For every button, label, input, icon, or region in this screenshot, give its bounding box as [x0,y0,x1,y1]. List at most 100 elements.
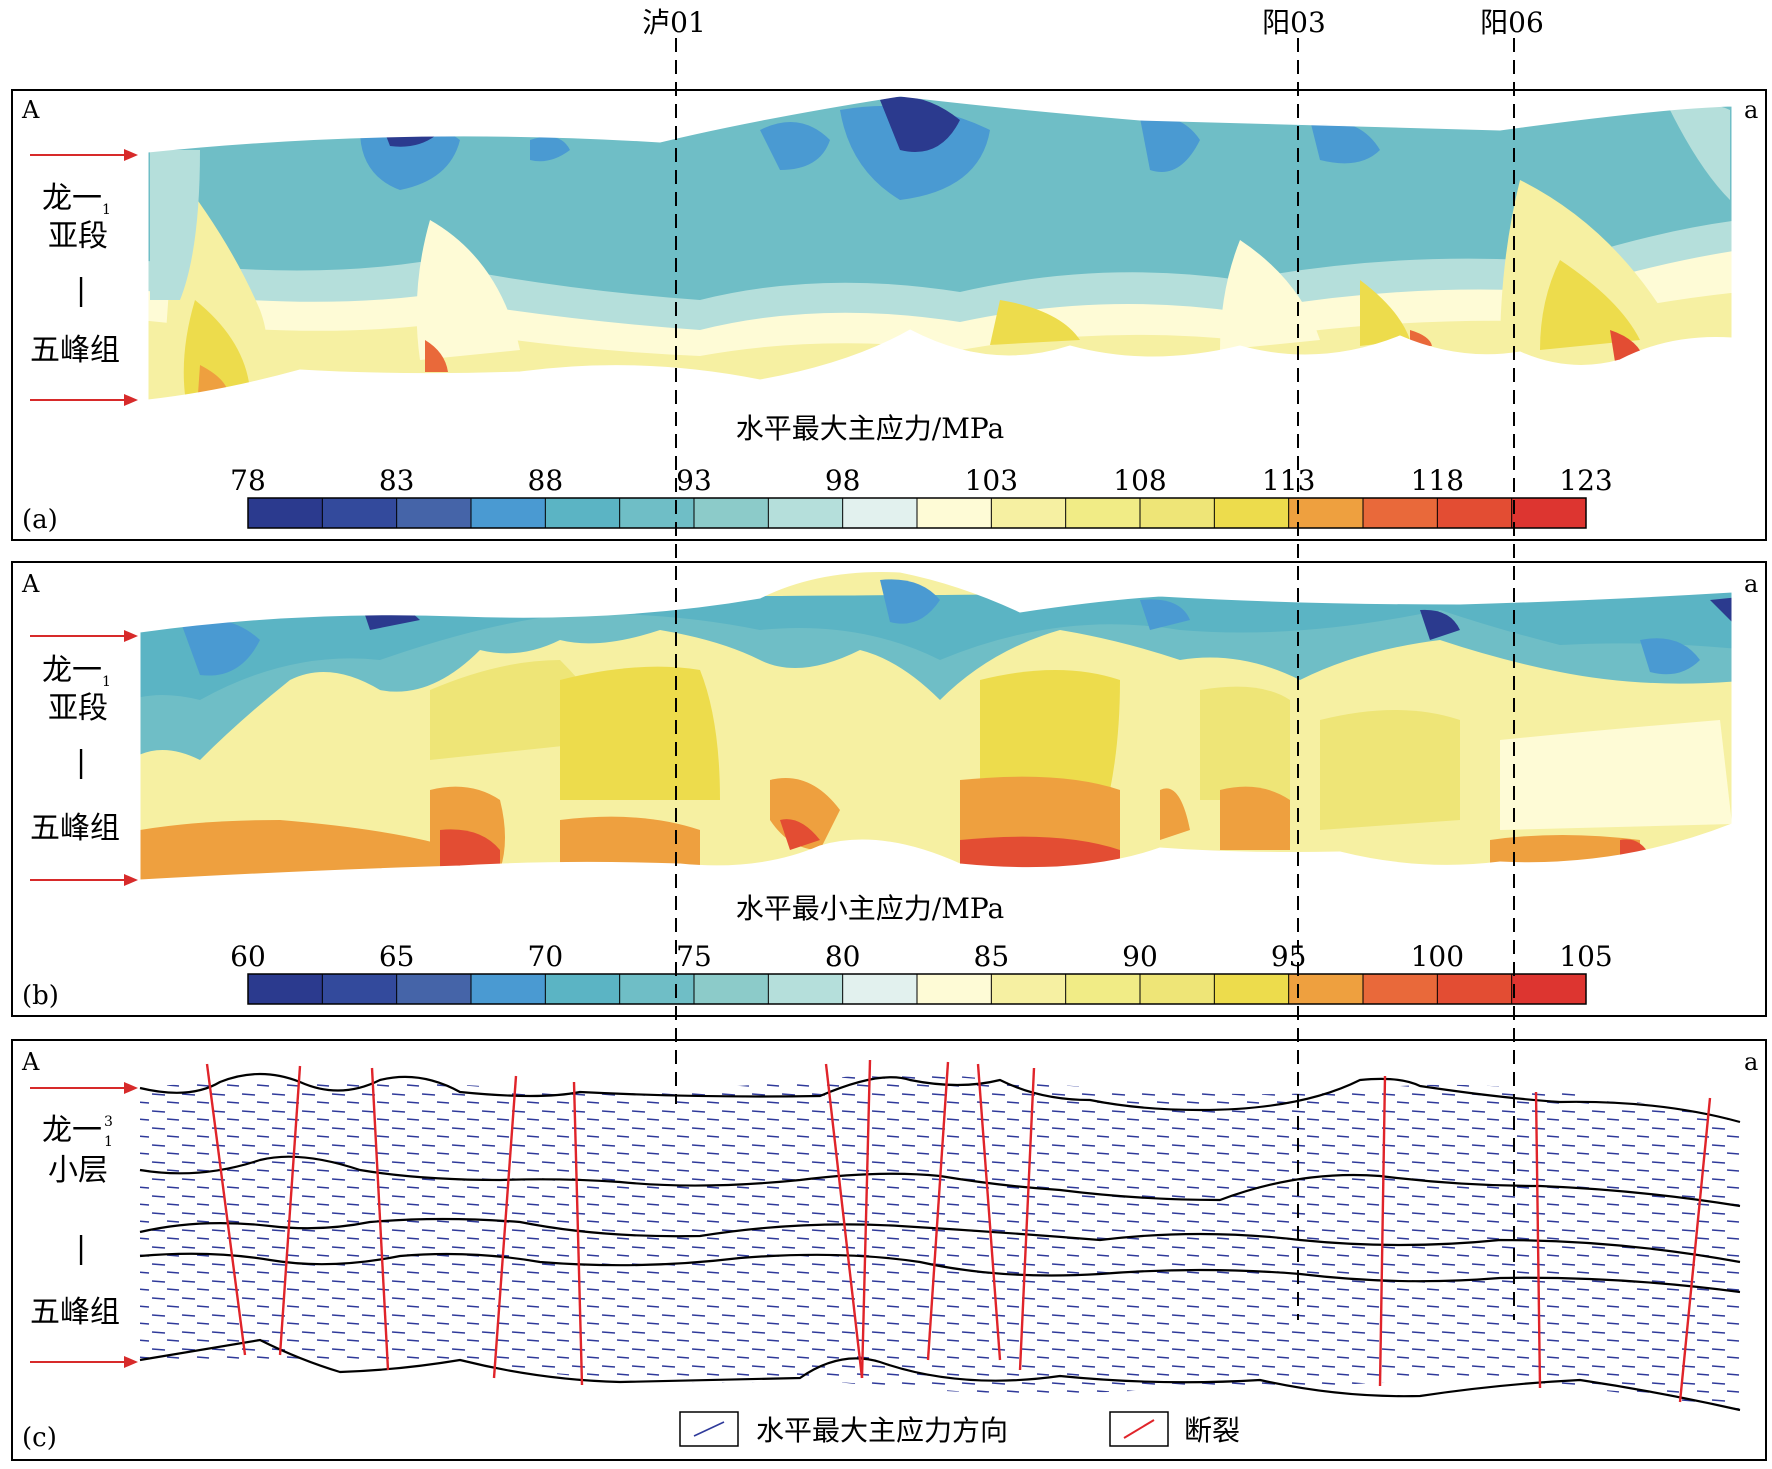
colorbar-tick-label: 88 [528,464,564,497]
horizon-lines [139,1072,1741,1412]
panel-b: A a 龙一 1 亚段 | 五峰组 水平最小主应力/MPa 60 65 70 75 80… [11,561,1767,1017]
well-label-yang03: 阳03 [1262,6,1326,39]
colorbar-swatch [1140,498,1215,528]
colorbar-swatch [1437,498,1513,528]
corner-right-a: a [1744,96,1758,124]
arrows-b [30,630,138,886]
colorbar-frame [247,973,1587,1005]
side-label-bottom-b: 五峰组 [30,811,120,846]
colorbar-b: 60 65 70 75 80 85 90 95 100 105 [230,940,1613,1005]
well-label-yang06: 阳06 [1480,6,1544,39]
colorbar-tick-label: 80 [825,940,861,973]
side-label-top-a: 龙一 [42,181,102,216]
side-label-dash-a: | [76,273,86,308]
legend-fault: 断裂 [1184,1414,1240,1447]
colorbar-swatch [248,498,323,528]
colorbar-swatch [1065,974,1141,1004]
colorbar-tick-label: 90 [1122,940,1158,973]
colorbar-swatch [471,974,546,1004]
colorbar-swatch [1065,498,1141,528]
arrows-a [30,149,138,406]
colorbar-tick-label: 103 [965,464,1018,497]
stress-direction-field [140,1070,1740,1410]
panel-a: A a 龙一 1 亚段 | 五峰组 水平最大主应力/MPa 78 83 88 93 98… [11,89,1767,541]
side-label-dash-c: | [76,1231,86,1266]
colorbar-swatch [1214,498,1290,528]
colorbar-swatch [1214,974,1290,1004]
well-markers [675,38,1515,1320]
colorbar-swatch [1288,974,1364,1004]
colorbar-tick-label: 95 [1271,940,1307,973]
panel-tag-b: (b) [22,981,59,1011]
colorbar-swatch [1437,974,1513,1004]
colorbar-swatch [248,974,323,1004]
colorbar-tick-label: 105 [1559,940,1612,973]
legend: 水平最大主应力方向 断裂 [679,1411,1240,1447]
colorbar-tick-label: 113 [1262,464,1315,497]
faults [205,1059,1712,1403]
colorbar-a: 78 83 88 93 98 103 108 113 118 123 [230,464,1613,529]
panel-c: A a 龙一 3 1 小层 | 五峰组 水平最大主应力方向 断裂 (c) [11,1039,1767,1461]
colorbar-tick-label: 93 [676,464,712,497]
corner-left-b: A [21,570,40,598]
corner-left-a: A [21,96,40,124]
corner-left-c: A [21,1048,40,1076]
stress-max-section [148,96,1732,400]
colorbar-tick-label: 70 [528,940,564,973]
colorbar-swatch [545,498,621,528]
colorbar-swatch [768,498,844,528]
colorbar-swatch [322,498,398,528]
colorbar-tick-label: 65 [379,940,415,973]
colorbar-tick-label: 83 [379,464,415,497]
side-label-top-c: 龙一 [42,1113,102,1148]
colorbar-tick-label: 60 [230,940,266,973]
colorbar-swatch [1140,974,1215,1004]
colorbar-swatch [1511,974,1587,1004]
colorbar-swatch [768,974,844,1004]
colorbar-swatch [917,974,992,1004]
colorbar-tick-label: 78 [230,464,266,497]
side-label-bottom-c: 五峰组 [30,1295,120,1330]
side-label-top-b: 龙一 [42,653,102,688]
colorbar-swatch [694,974,769,1004]
legend-stress-direction: 水平最大主应力方向 [756,1414,1008,1447]
side-label-sub-c: 1 [104,1134,113,1150]
colorbar-swatch [396,974,472,1004]
colorbar-tick-label: 75 [676,940,712,973]
colorbar-swatch [1511,498,1587,528]
side-label-sup-c: 3 [104,1114,113,1130]
colorbar-swatch [471,498,546,528]
colorbar-title-a: 水平最大主应力/MPa [736,412,1004,445]
colorbar-title-b: 水平最小主应力/MPa [736,892,1004,925]
colorbar-swatch [1363,974,1438,1004]
colorbar-tick-label: 85 [974,940,1010,973]
side-label-line2-a: 亚段 [48,219,108,254]
colorbar-swatch [917,498,992,528]
well-label-lu01: 泸01 [642,6,706,39]
colorbar-tick-label: 118 [1411,464,1464,497]
colorbar-swatch [396,498,472,528]
colorbar-swatch [545,974,621,1004]
colorbar-tick-label: 98 [825,464,861,497]
colorbar-swatch [842,974,918,1004]
stress-min-section [140,571,1732,880]
colorbar-swatch [1363,498,1438,528]
colorbar-tick-label: 100 [1411,940,1464,973]
arrows-c [30,1082,138,1368]
colorbar-swatch [619,498,695,528]
colorbar-tick-label: 108 [1113,464,1166,497]
colorbar-swatch [991,974,1067,1004]
colorbar-swatch [322,974,398,1004]
panel-tag-a: (a) [22,505,58,535]
colorbar-swatch [619,974,695,1004]
colorbar-swatch [694,498,769,528]
colorbar-swatch [1288,498,1364,528]
panel-tag-c: (c) [22,1423,57,1453]
side-label-dash-b: | [76,745,86,780]
side-label-bottom-a: 五峰组 [30,333,120,368]
colorbar-tick-label: 123 [1559,464,1612,497]
side-label-sub-a: 1 [102,202,111,218]
side-label-sub-b: 1 [102,674,111,690]
corner-right-c: a [1744,1048,1758,1076]
